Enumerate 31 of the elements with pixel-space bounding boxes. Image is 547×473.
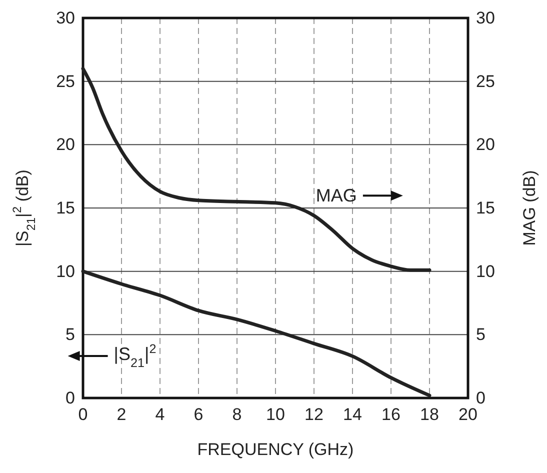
line-series (81, 270, 432, 398)
text: |S$_{21}$|$^{2}$ (114, 342, 156, 370)
series-label: MAG (316, 186, 357, 206)
y-tick-label: 20 (56, 135, 75, 154)
y2-tick-label: 10 (476, 262, 495, 281)
y2-tick-label: 25 (476, 72, 495, 91)
x-tick-label: 0 (78, 405, 88, 424)
y2-tick-label: 0 (476, 388, 486, 408)
x-tick-label: 8 (232, 405, 242, 424)
x-tick-label: 20 (458, 405, 478, 424)
y2-tick-label: 20 (476, 135, 495, 154)
y2-tick-label: 5 (476, 325, 486, 344)
y2-tick-label: 30 (476, 8, 495, 28)
y2-axis-title: MAG (dB) (520, 170, 539, 246)
x-tick-label: 18 (420, 405, 439, 424)
x-tick-label: 4 (155, 405, 165, 424)
y-tick-label: 0 (66, 388, 75, 408)
x-tick-label: 16 (382, 405, 400, 424)
x-tick-label: 2 (116, 405, 126, 424)
y-tick-label: 15 (56, 198, 75, 218)
y2-tick-label: 15 (476, 198, 495, 218)
x-axis-title: FREQUENCY (GHz) (197, 440, 354, 459)
x-tick-label: 12 (304, 405, 324, 424)
y-tick-label: 5 (66, 325, 75, 344)
line-series (81, 66, 432, 272)
x-tick-label: 6 (194, 405, 204, 424)
x-tick-label: 10 (266, 405, 285, 424)
y-tick-label: 10 (56, 262, 75, 281)
y-tick-label: 25 (56, 72, 75, 91)
y-tick-label: 30 (56, 8, 75, 28)
x-tick-label: 14 (343, 405, 362, 424)
